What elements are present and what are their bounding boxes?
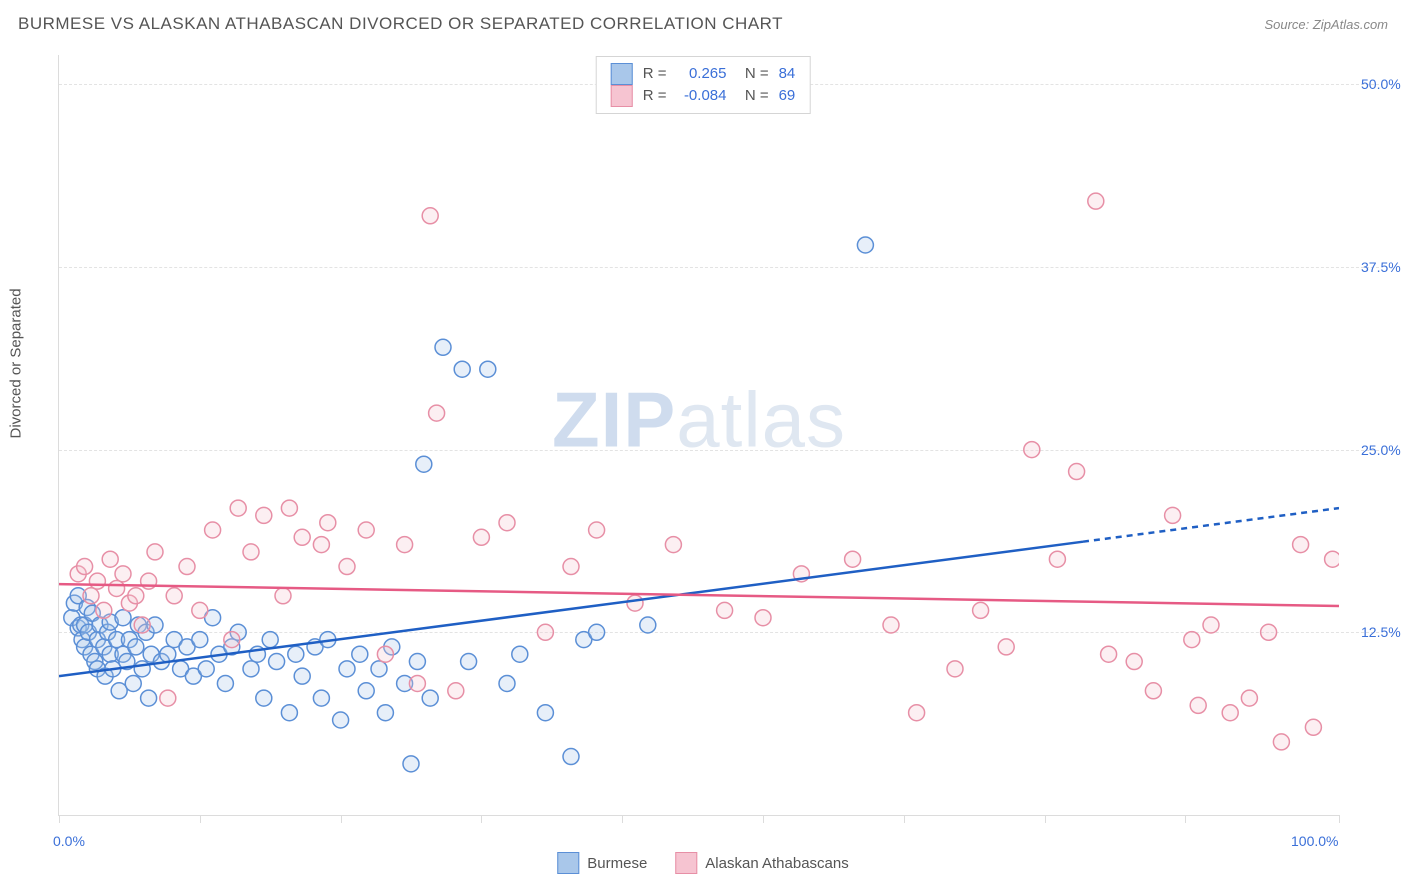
legend-swatch-burmese	[611, 63, 633, 85]
title-bar: BURMESE VS ALASKAN ATHABASCAN DIVORCED O…	[18, 14, 1388, 34]
legend-n-label: N =	[736, 63, 768, 85]
plot-area: ZIPatlas 12.5%25.0%37.5%50.0%0.0%100.0%	[58, 55, 1339, 816]
x-tick	[904, 815, 905, 823]
legend-top-row-athabascan: R = -0.084 N = 69	[611, 85, 796, 107]
y-tick-label: 37.5%	[1361, 259, 1401, 275]
legend-bottom: Burmese Alaskan Athabascans	[557, 852, 848, 874]
x-tick	[1045, 815, 1046, 823]
legend-top: R = 0.265 N = 84 R = -0.084 N = 69	[596, 56, 811, 114]
legend-swatch-athabascan	[675, 852, 697, 874]
x-tick	[763, 815, 764, 823]
x-tick-label: 0.0%	[53, 833, 85, 849]
legend-bottom-athabascan: Alaskan Athabascans	[675, 852, 848, 874]
legend-label: Burmese	[587, 855, 647, 872]
x-tick	[200, 815, 201, 823]
x-tick	[59, 815, 60, 823]
x-tick	[622, 815, 623, 823]
y-axis-label: Divorced or Separated	[8, 288, 25, 438]
x-tick	[481, 815, 482, 823]
x-tick	[1339, 815, 1340, 823]
legend-top-row-burmese: R = 0.265 N = 84	[611, 63, 796, 85]
y-tick-label: 50.0%	[1361, 76, 1401, 92]
legend-r-value: 0.265	[676, 63, 726, 85]
legend-swatch-athabascan	[611, 85, 633, 107]
legend-n-label: N =	[736, 85, 768, 107]
y-tick-label: 25.0%	[1361, 442, 1401, 458]
source-label: Source: ZipAtlas.com	[1264, 17, 1388, 32]
x-tick	[1185, 815, 1186, 823]
x-tick-label: 100.0%	[1291, 833, 1338, 849]
legend-r-label: R =	[643, 85, 667, 107]
legend-r-value: -0.084	[676, 85, 726, 107]
legend-label: Alaskan Athabascans	[705, 855, 848, 872]
chart-title: BURMESE VS ALASKAN ATHABASCAN DIVORCED O…	[18, 14, 783, 34]
legend-bottom-burmese: Burmese	[557, 852, 647, 874]
legend-n-value: 84	[779, 63, 796, 85]
x-tick	[341, 815, 342, 823]
legend-r-label: R =	[643, 63, 667, 85]
legend-swatch-burmese	[557, 852, 579, 874]
y-tick-label: 12.5%	[1361, 624, 1401, 640]
legend-n-value: 69	[779, 85, 796, 107]
scatter-chart	[59, 55, 1339, 815]
